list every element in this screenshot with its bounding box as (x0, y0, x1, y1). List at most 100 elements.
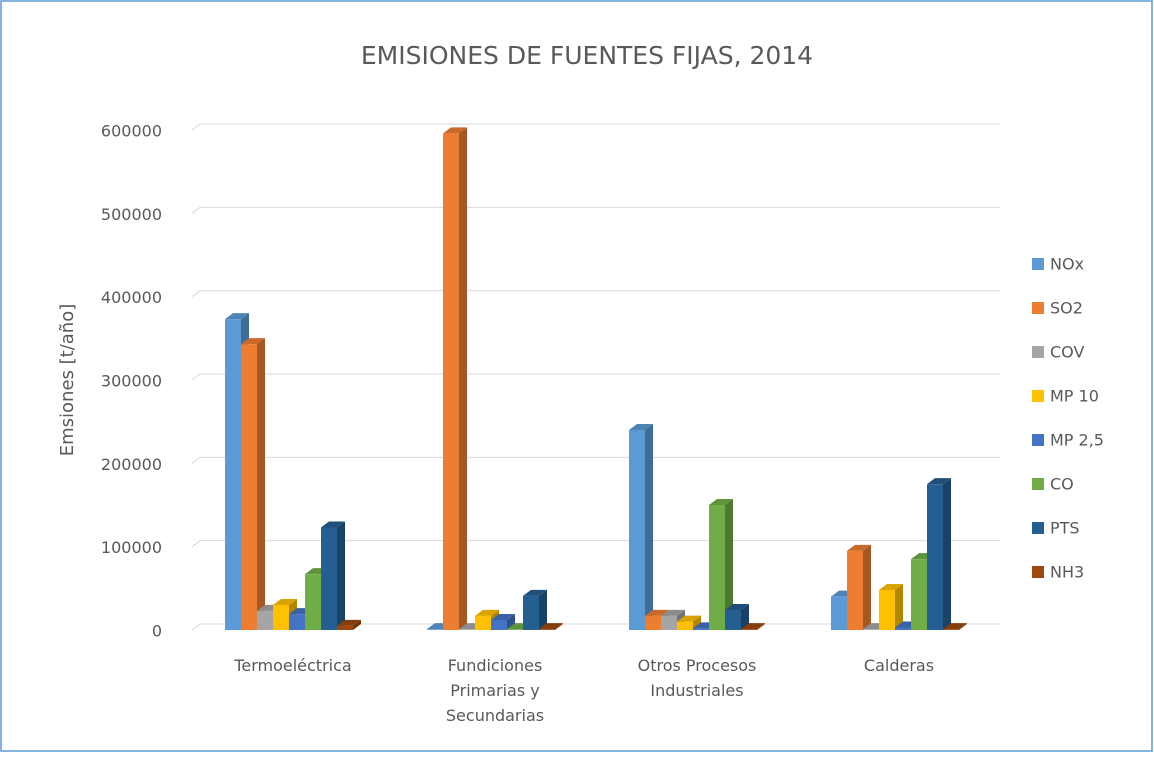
bar-front (863, 629, 879, 630)
bar (629, 424, 653, 630)
bar-front (241, 344, 257, 630)
bar-side (337, 521, 345, 630)
bar-top (879, 584, 903, 590)
bar-side (895, 584, 903, 630)
bar (491, 614, 515, 630)
bar-side (725, 499, 733, 630)
bar-front (427, 629, 443, 630)
bar-front (911, 559, 927, 630)
legend-swatch (1032, 522, 1044, 534)
bar-front (725, 610, 741, 630)
bar-front (289, 614, 305, 630)
bar (847, 544, 871, 630)
y-tick-label: 600000 (101, 122, 162, 141)
bar-top (475, 609, 499, 616)
bar-top (491, 614, 515, 620)
bar (337, 619, 361, 630)
grid-line (191, 123, 1000, 131)
y-tick-label: 100000 (101, 538, 162, 557)
bar-front (273, 605, 289, 630)
legend-swatch (1032, 302, 1044, 314)
bar-top (629, 424, 653, 430)
bar-front (225, 319, 241, 630)
bar-top (539, 623, 563, 630)
bar (321, 521, 345, 630)
legend-label: NOx (1050, 255, 1084, 274)
bar-side (507, 614, 515, 630)
bar-side (459, 127, 467, 630)
bar-front (895, 627, 911, 630)
bar-top (661, 609, 685, 616)
grid-line (191, 206, 1000, 214)
bar-front (927, 484, 943, 630)
bar-side (863, 544, 871, 630)
bar-front (879, 590, 895, 630)
bar-top (337, 619, 361, 626)
chart-title: EMISIONES DE FUENTES FIJAS, 2014 (361, 41, 813, 70)
bar (539, 623, 563, 630)
bar-top (847, 544, 871, 551)
legend-swatch (1032, 566, 1044, 578)
bar (523, 589, 547, 630)
bar-top (677, 615, 701, 622)
legend-label: CO (1050, 475, 1074, 494)
bar-side (353, 619, 361, 630)
bar (677, 615, 701, 630)
legend-label: COV (1050, 343, 1084, 362)
grid-line (191, 290, 1000, 298)
legend-swatch (1032, 478, 1044, 490)
bar-top (943, 623, 967, 630)
legend-label: MP 2,5 (1050, 431, 1104, 450)
bar-front (443, 133, 459, 631)
bar-front (257, 610, 273, 630)
bar-front (321, 527, 337, 630)
y-tick-label: 400000 (101, 288, 162, 307)
bar-side (757, 623, 765, 630)
bar-side (741, 604, 749, 630)
bar-top (725, 604, 749, 610)
bar-front (693, 628, 709, 630)
legend-swatch (1032, 390, 1044, 402)
bar-front (943, 629, 959, 630)
x-tick-label: Calderas (864, 656, 934, 675)
bar-top (709, 499, 733, 505)
y-tick-label: 200000 (101, 455, 162, 474)
bar-front (645, 615, 661, 630)
bar-top (741, 623, 765, 630)
bar-top (321, 521, 345, 528)
bar-side (645, 424, 653, 630)
bar-front (507, 629, 523, 630)
grid-line (191, 373, 1000, 381)
bar-top (927, 478, 951, 485)
bar-top (443, 127, 467, 134)
bar-top (273, 599, 297, 605)
bar-front (709, 505, 725, 630)
bar-side (555, 623, 563, 630)
bar-front (337, 625, 353, 630)
bar-front (459, 629, 475, 630)
legend-swatch (1032, 346, 1044, 358)
x-tick-label: Fundiciones Primarias y Secundarias (446, 656, 544, 725)
legend-label: NH3 (1050, 563, 1084, 582)
legend-label: PTS (1050, 519, 1080, 538)
bar-front (629, 430, 645, 630)
bar-side (539, 589, 547, 630)
bar-top (523, 589, 547, 596)
bar (241, 338, 265, 630)
bar (927, 478, 951, 630)
legend-label: SO2 (1050, 299, 1083, 318)
bar-front (677, 621, 693, 630)
bar-top (225, 313, 249, 320)
bar (443, 127, 467, 631)
y-axis-label: Emsiones [t/año] (57, 304, 78, 457)
bar (943, 623, 967, 630)
bar-front (741, 629, 757, 630)
y-tick-label: 500000 (101, 205, 162, 224)
bar-front (491, 620, 507, 630)
legend-swatch (1032, 434, 1044, 446)
bar-front (661, 615, 677, 630)
legend-swatch (1032, 258, 1044, 270)
grid-line (191, 456, 1000, 464)
